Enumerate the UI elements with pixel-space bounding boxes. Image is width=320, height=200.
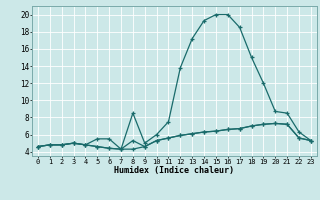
X-axis label: Humidex (Indice chaleur): Humidex (Indice chaleur) — [115, 166, 234, 175]
